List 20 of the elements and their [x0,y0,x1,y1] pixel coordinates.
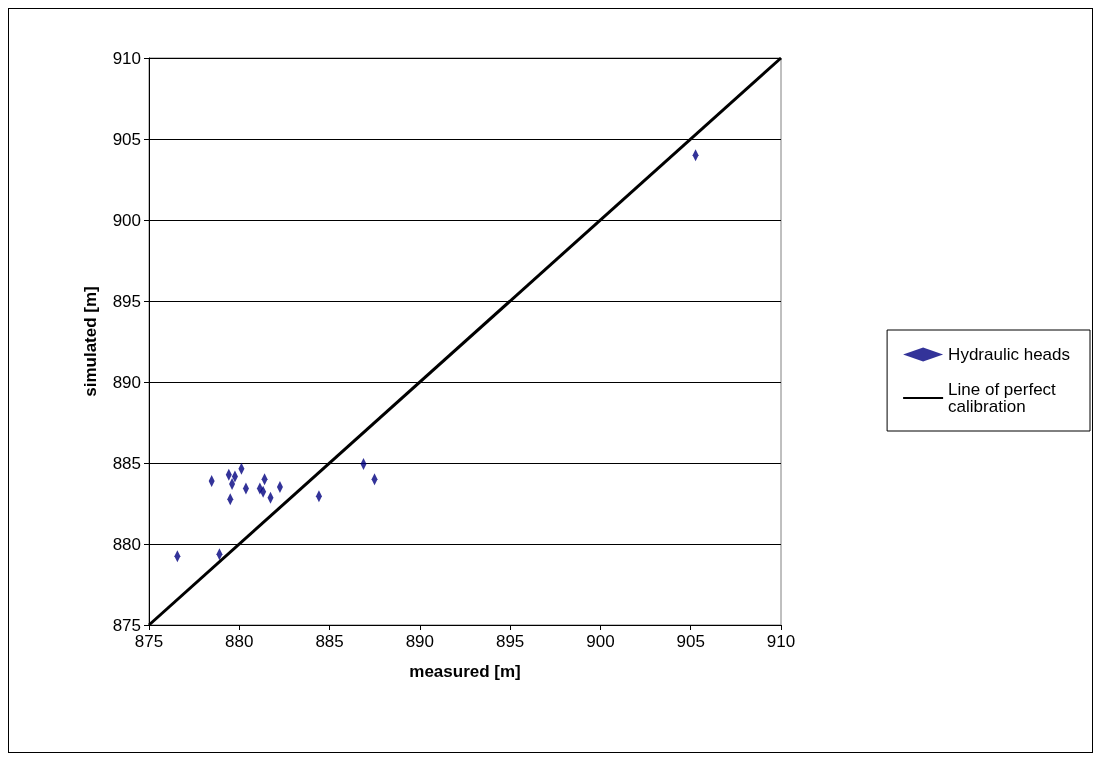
y-tick-label: 890 [112,372,141,392]
y-tick-label: 910 [112,48,141,68]
y-tick-label: 885 [112,453,141,473]
legend-label: Hydraulic heads [948,345,1071,364]
y-tick-label: 900 [112,210,141,230]
y-tick-label: 880 [112,534,141,554]
x-tick-label: 910 [766,632,796,651]
x-tick-label: 900 [586,632,615,651]
x-tick-label: 890 [405,632,435,651]
x-tick-label: 885 [315,632,344,651]
legend-label: Line of perfect calibration [948,380,1061,416]
y-tick-label: 875 [112,615,141,635]
x-axis-title: measured [m] [409,662,521,681]
x-tick-label: 880 [225,632,254,651]
x-tick-label: 875 [134,632,164,651]
y-tick-label: 905 [112,129,141,149]
x-tick-label: 895 [495,632,525,651]
y-tick-label: 895 [112,291,141,311]
y-axis-title: simulated [m] [81,286,100,397]
x-tick-label: 905 [676,632,705,651]
